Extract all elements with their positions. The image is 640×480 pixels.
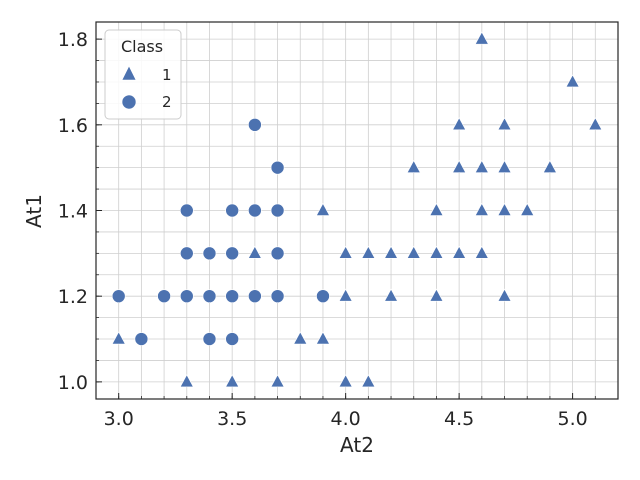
class-1-triangle-point <box>452 160 467 173</box>
x-tick-label: 4.5 <box>444 408 474 430</box>
y-tick-label: 1.6 <box>58 115 88 137</box>
class-2-circle-point <box>225 246 239 261</box>
class-1-triangle-point <box>542 160 557 173</box>
class-1-triangle-point <box>111 331 126 345</box>
class-2-circle-point <box>270 289 285 303</box>
legend-label-class-2: 2 <box>162 93 172 111</box>
x-tick-label: 3.5 <box>217 408 247 430</box>
class-2-circle-point <box>202 332 217 346</box>
class-2-circle-point <box>270 203 285 218</box>
class-1-triangle-point <box>270 374 285 388</box>
data-points <box>111 31 603 388</box>
class-1-triangle-point <box>474 31 489 45</box>
class-2-circle-point <box>134 332 149 346</box>
class-1-triangle-point <box>293 331 308 345</box>
class-2-circle-point <box>270 246 285 261</box>
class-2-circle-point <box>270 160 285 175</box>
class-2-circle-point <box>202 246 217 261</box>
class-1-triangle-point <box>338 245 353 259</box>
class-2-circle-point <box>179 246 194 261</box>
class-1-triangle-point <box>338 288 353 302</box>
class-2-circle-point <box>225 203 239 218</box>
y-tick-label: 1.8 <box>58 29 88 51</box>
class-1-triangle-point <box>361 245 376 259</box>
class-1-triangle-point <box>338 374 353 388</box>
x-tick-label: 5.0 <box>557 408 587 430</box>
legend-title: Class <box>121 37 163 56</box>
class-1-triangle-point <box>384 245 399 259</box>
class-1-triangle-point <box>315 331 330 345</box>
class-1-triangle-point <box>406 160 421 173</box>
y-tick-label: 1.2 <box>58 286 88 308</box>
class-1-triangle-point <box>474 160 489 173</box>
plot-frame <box>95 21 619 400</box>
class-2-circle-point <box>225 332 239 346</box>
legend-triangle-marker <box>121 65 137 81</box>
class-2-circle-point <box>179 203 194 218</box>
class-1-triangle-point <box>497 160 512 173</box>
class-1-triangle-point <box>315 202 330 216</box>
class-2-circle-point <box>316 289 330 303</box>
class-1-triangle-point <box>474 202 489 216</box>
class-2-circle-point <box>248 289 262 303</box>
legend-circle-marker <box>121 94 137 110</box>
class-1-triangle-point <box>474 245 489 259</box>
legend: Class 1 2 <box>104 29 182 120</box>
class-1-triangle-point <box>361 374 376 388</box>
class-2-circle-point <box>111 289 126 303</box>
class-1-triangle-point <box>429 245 444 259</box>
class-1-triangle-point <box>179 374 194 388</box>
class-1-triangle-point <box>225 374 240 388</box>
legend-label-class-1: 1 <box>162 66 172 84</box>
class-1-triangle-point <box>588 117 603 131</box>
class-2-circle-point <box>248 203 262 218</box>
x-axis-label: At2 <box>340 433 374 457</box>
y-axis-label: At1 <box>22 194 46 228</box>
class-2-circle-point <box>225 289 239 303</box>
class-1-triangle-point <box>497 288 512 302</box>
class-1-triangle-point <box>452 117 467 131</box>
y-tick-label: 1.4 <box>58 201 88 223</box>
class-1-triangle-point <box>520 202 535 216</box>
class-1-triangle-point <box>429 288 444 302</box>
class-1-triangle-point <box>497 202 512 216</box>
class-2-circle-point <box>202 289 217 303</box>
class-2-circle-point <box>248 118 262 132</box>
class-1-triangle-point <box>429 202 444 216</box>
tick-labels: 3.0 3.5 4.0 4.5 5.0 1.0 1.2 1.4 1.6 1.8 <box>58 29 588 430</box>
class-1-triangle-point <box>452 245 467 259</box>
class-1-triangle-point <box>406 245 421 259</box>
x-tick-label: 4.0 <box>331 408 361 430</box>
x-tick-label: 3.0 <box>104 408 134 430</box>
class-2-circle-point <box>179 289 194 303</box>
class-1-triangle-point <box>565 74 580 88</box>
y-tick-label: 1.0 <box>58 372 88 394</box>
class-1-triangle-point <box>384 288 399 302</box>
class-1-triangle-point <box>497 117 512 131</box>
class-2-circle-point <box>157 289 171 303</box>
class-1-triangle-point <box>247 245 262 259</box>
